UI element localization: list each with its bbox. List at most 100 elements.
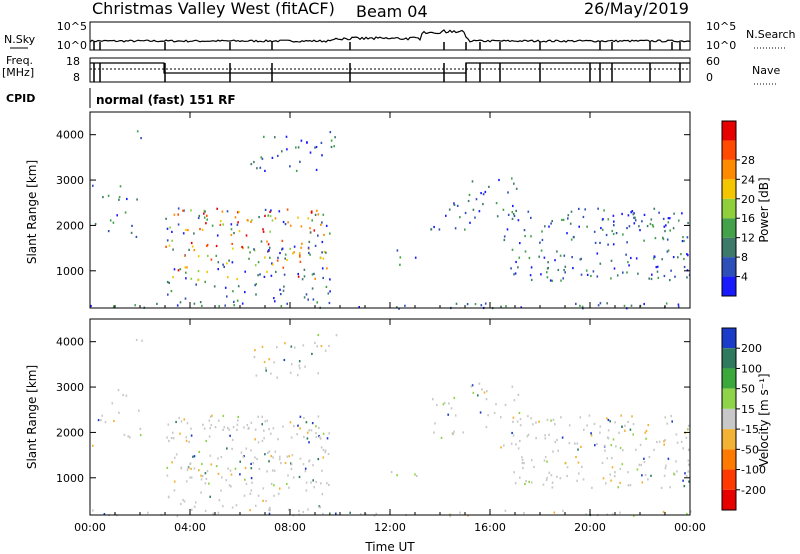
scatter-cell: [604, 444, 606, 448]
scatter-cell: [248, 257, 250, 260]
scatter-cell: [527, 433, 530, 436]
scatter-cell: [317, 234, 319, 237]
scatter-cell: [186, 422, 189, 425]
scatter-cell: [198, 469, 200, 472]
scatter-cell: [308, 429, 310, 432]
scatter-cell: [606, 417, 608, 420]
scatter-cell: [291, 454, 294, 457]
scatter-cell: [272, 263, 274, 266]
scatter-cell: [231, 242, 233, 245]
scatter-cell: [495, 403, 497, 406]
scatter-cell: [602, 477, 605, 480]
scatter-cell: [276, 376, 278, 379]
scatter-cell: [273, 469, 276, 472]
scatter-cell: [586, 225, 588, 228]
scatter-cell: [197, 278, 199, 282]
scatter-cell: [204, 210, 206, 213]
scatter-cell: [619, 481, 621, 484]
scatter-cell: [127, 435, 129, 438]
scatter-cell: [500, 416, 502, 419]
scatter-cell: [249, 492, 252, 495]
scatter-cell: [482, 203, 484, 206]
scatter-cell: [683, 265, 686, 269]
scatter-cell: [296, 433, 298, 436]
scatter-cell: [182, 209, 184, 212]
scatter-cell: [685, 475, 688, 478]
scatter-cell: [185, 277, 187, 280]
scatter-cell: [626, 227, 628, 230]
scatter-cell: [684, 472, 686, 475]
scatter-cell: [317, 333, 320, 337]
scatter-cell: [258, 216, 260, 219]
scatter-cell: [284, 461, 287, 465]
colorbar-segment: [722, 388, 736, 409]
scatter-cell: [590, 434, 593, 437]
scatter-cell: [185, 439, 188, 442]
scatter-cell: [177, 269, 180, 272]
scatter-cell: [298, 367, 301, 370]
scatter-cell: [661, 258, 663, 261]
scatter-cell: [289, 371, 292, 374]
scatter-cell: [304, 365, 306, 368]
scatter-cell: [317, 372, 319, 375]
scatter-cell: [244, 466, 247, 470]
scatter-cell: [612, 214, 615, 217]
scatter-cell: [359, 513, 362, 516]
scatter-cell: [528, 480, 530, 483]
scatter-cell: [656, 265, 659, 268]
scatter-cell: [276, 259, 279, 262]
scatter-cell: [671, 420, 673, 423]
scatter-cell: [516, 420, 519, 423]
scatter-cell: [641, 474, 643, 477]
colorbar-tick-label: 12: [741, 232, 755, 245]
scatter-cell: [260, 240, 263, 243]
scatter-cell: [462, 431, 465, 434]
scatter-cell: [136, 130, 139, 133]
scatter-cell: [326, 267, 328, 270]
scatter-cell: [209, 495, 211, 498]
scatter-cell: [272, 427, 275, 430]
scatter-cell: [632, 433, 634, 436]
scatter-cell: [498, 178, 500, 182]
scatter-cell: [257, 441, 260, 444]
scatter-cell: [601, 461, 604, 465]
colorbar-segment: [722, 429, 736, 450]
scatter-cell: [226, 295, 228, 298]
scatter-cell: [214, 426, 217, 429]
scatter-cell: [250, 421, 253, 424]
scatter-cell: [289, 165, 291, 168]
scatter-cell: [513, 471, 515, 474]
scatter-cell: [517, 393, 520, 396]
scatter-cell: [569, 222, 572, 225]
scatter-cell: [320, 141, 323, 144]
scatter-cell: [186, 468, 189, 471]
scatter-cell: [209, 427, 211, 430]
scatter-cell: [574, 442, 576, 445]
scatter-cell: [453, 396, 456, 400]
scatter-cell: [544, 437, 547, 440]
scatter-cell: [634, 219, 637, 222]
scatter-cell: [299, 160, 301, 163]
scatter-cell: [166, 436, 168, 439]
scatter-cell: [682, 236, 684, 239]
scatter-cell: [171, 461, 173, 464]
scatter-cell: [262, 487, 265, 490]
scatter-cell: [464, 228, 466, 231]
scatter-cell: [269, 509, 271, 512]
scatter-cell: [236, 223, 239, 226]
scatter-cell: [197, 255, 200, 258]
scatter-cell: [268, 512, 271, 515]
scatter-cell: [264, 256, 266, 259]
scatter-cell: [484, 302, 487, 305]
scatter-cell: [564, 265, 567, 268]
scatter-cell: [663, 274, 666, 278]
scatter-cell: [624, 429, 626, 432]
scatter-cell: [664, 230, 666, 233]
scatter-cell: [307, 508, 309, 511]
scatter-cell: [206, 470, 209, 473]
scatter-cell: [607, 218, 610, 221]
scatter-cell: [268, 460, 270, 463]
scatter-cell: [535, 421, 537, 424]
scatter-cell: [232, 247, 234, 250]
scatter-cell: [245, 482, 248, 485]
